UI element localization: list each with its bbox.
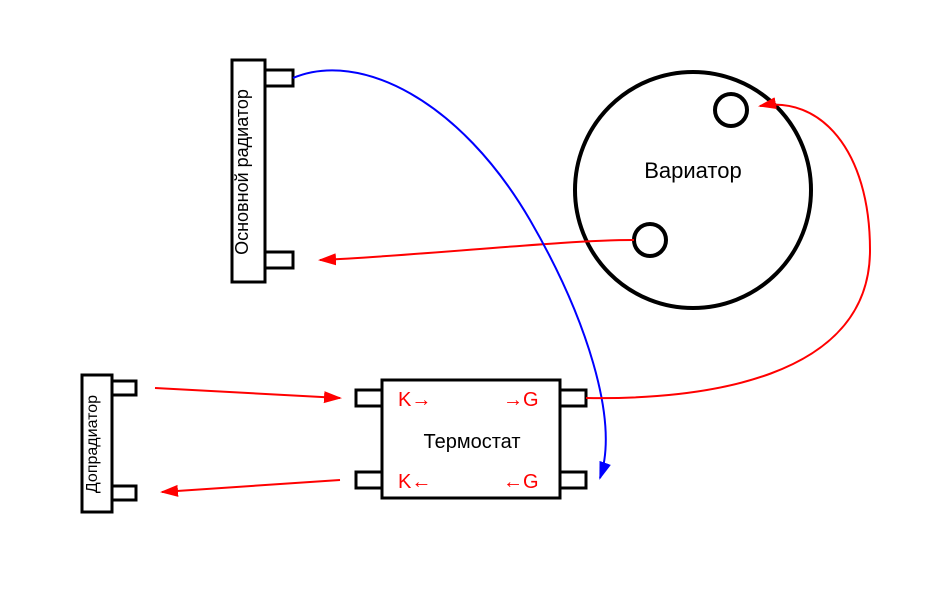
thermostat-port-k-out: K← bbox=[398, 471, 431, 493]
thermostat-port-g-in: ←G bbox=[503, 471, 539, 493]
variator-label: Вариатор bbox=[644, 158, 742, 183]
flow-thermostat-to-aux-bottom bbox=[162, 480, 340, 492]
aux-radiator: Допрадиатор bbox=[82, 375, 136, 512]
diagram-container: Основной радиатор Вариатор Термостат K→ … bbox=[0, 0, 944, 609]
variator: Вариатор bbox=[575, 72, 811, 308]
main-radiator-label: Основной радиатор bbox=[232, 89, 252, 255]
thermostat-port-g-out: →G bbox=[503, 389, 539, 411]
main-radiator: Основной радиатор bbox=[232, 60, 293, 282]
thermostat-port-k-in: K→ bbox=[398, 389, 431, 411]
thermostat: Термостат K→ →G K← ←G bbox=[356, 380, 586, 498]
thermostat-label: Термостат bbox=[424, 431, 521, 453]
flow-aux-to-thermostat-top bbox=[155, 388, 340, 398]
aux-radiator-label: Допрадиатор bbox=[84, 395, 101, 493]
